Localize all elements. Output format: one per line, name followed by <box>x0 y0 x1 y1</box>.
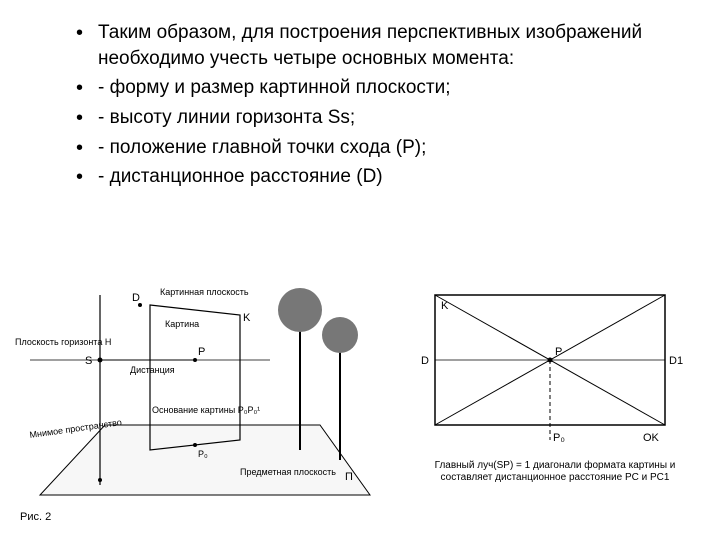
bullet-item: Таким образом, для построения перспектив… <box>70 20 650 71</box>
svg-text:Рис. 2: Рис. 2 <box>20 511 51 523</box>
diagram-perspective-3d: K D P S Дистанция Плоскость горизонта H … <box>10 265 405 525</box>
svg-text:D: D <box>421 355 429 367</box>
svg-text:P: P <box>198 346 205 358</box>
svg-text:P₀: P₀ <box>553 432 565 444</box>
diagram-picture-format: K D P D1 P₀ OK Главный луч(SP) = 1 диаго… <box>405 265 700 525</box>
svg-text:Картинная плоскость: Картинная плоскость <box>160 287 249 297</box>
bullet-item: - положение главной точки схода (P); <box>70 135 650 161</box>
svg-text:D: D <box>132 292 140 304</box>
svg-text:Картина: Картина <box>165 319 199 329</box>
svg-text:Дистанция: Дистанция <box>130 365 175 375</box>
svg-text:K: K <box>243 312 251 324</box>
svg-text:OK: OK <box>643 432 660 444</box>
figure-caption: Главный луч(SP) = 1 диагонали формата ка… <box>425 460 685 484</box>
bullet-item: - дистанционное расстояние (D) <box>70 164 650 190</box>
svg-text:Плоскость горизонта H: Плоскость горизонта H <box>15 337 111 347</box>
svg-text:D1: D1 <box>669 355 683 367</box>
svg-text:P: P <box>555 346 562 358</box>
svg-text:Основание картины P₀P₀¹: Основание картины P₀P₀¹ <box>152 405 260 415</box>
svg-text:S: S <box>85 355 92 367</box>
svg-text:П: П <box>345 471 353 483</box>
svg-text:K: K <box>441 300 449 312</box>
svg-text:P₀: P₀ <box>198 449 208 459</box>
svg-text:Предметная плоскость: Предметная плоскость <box>240 467 336 477</box>
bullet-list: Таким образом, для построения перспектив… <box>70 20 650 194</box>
bullet-item: - высоту линии горизонта Ss; <box>70 105 650 131</box>
bullet-item: - форму и размер картинной плоскости; <box>70 75 650 101</box>
